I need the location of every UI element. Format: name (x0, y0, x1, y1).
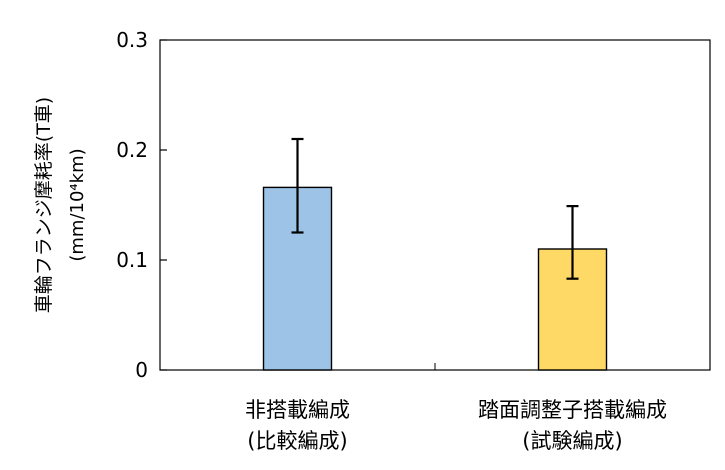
y-axis-unit-group: (mm/10⁴km) (67, 148, 88, 261)
y-axis-title: 車輪フランジ摩耗率(T車) (33, 97, 55, 313)
x-category-label: 非搭載編成 (245, 398, 350, 422)
y-tick-label: 0.2 (116, 138, 148, 162)
error-bar (291, 137, 304, 234)
y-axis-ticks: 0 0.1 0.2 0.3 (116, 28, 436, 382)
y-axis-label: 車輪フランジ摩耗率(T車) (33, 97, 55, 313)
error-bar (566, 205, 579, 280)
x-category-sublabel: (試験編成) (522, 429, 622, 453)
bars (262, 186, 608, 371)
category-labels: 非搭載編成 (比較編成) 踏面調整子搭載編成 (試験編成) (245, 398, 667, 453)
y-tick-label: 0.3 (116, 28, 148, 52)
x-category-label: 踏面調整子搭載編成 (478, 398, 667, 422)
y-tick-label: 0 (135, 358, 148, 382)
x-category-sublabel: (比較編成) (247, 429, 347, 453)
y-axis-unit: (mm/10⁴km) (67, 148, 88, 261)
y-tick-label: 0.1 (116, 248, 148, 272)
error-bars (291, 137, 579, 280)
plot-area (159, 39, 711, 371)
